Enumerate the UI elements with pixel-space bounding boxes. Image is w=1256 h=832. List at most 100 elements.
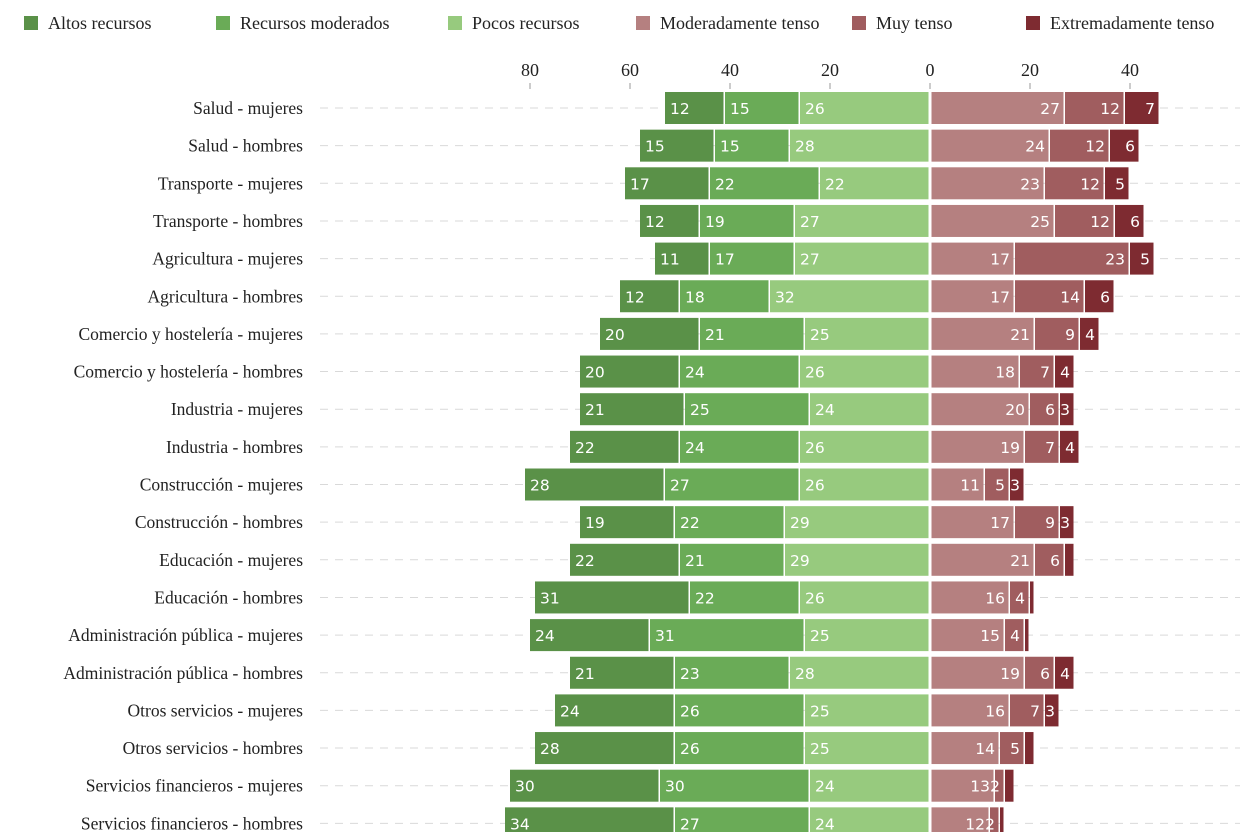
category-label: Industria - hombres: [166, 437, 303, 457]
bar-segment: [1055, 656, 1074, 689]
category-label: Salud - hombres: [188, 136, 303, 156]
bar-value-label: 12: [670, 100, 690, 118]
bar-value-label: 28: [795, 665, 815, 683]
bar-value-label: 25: [690, 401, 710, 419]
legend-label: Pocos recursos: [472, 12, 580, 33]
bar-segment: [600, 317, 699, 350]
category-label: Otros servicios - hombres: [123, 738, 304, 758]
bar-value-label: 22: [575, 552, 595, 570]
bar-segment: [530, 619, 649, 652]
bar-segment: [1055, 355, 1074, 388]
bar-value-label: 23: [680, 665, 700, 683]
bar-segment: [931, 468, 984, 501]
category-label: Servicios financieros - hombres: [81, 813, 303, 832]
bar-segment: [570, 543, 679, 576]
bar-segment: [675, 807, 809, 832]
bar-segment: [690, 581, 799, 614]
bar-segment: [660, 769, 809, 802]
bar-segment: [1015, 506, 1059, 539]
legend-item: Recursos moderados: [216, 11, 389, 35]
bar-segment: [655, 242, 709, 275]
bar-segment: [931, 92, 1064, 124]
bar-segment: [1010, 581, 1029, 614]
bar-value-label: 5: [1010, 740, 1020, 758]
bar-segment: [640, 204, 699, 237]
bar-value-label: 21: [575, 665, 595, 683]
bar-value-label: 4: [1065, 439, 1075, 457]
category-label: Industria - mujeres: [171, 399, 303, 419]
bar-value-label: 28: [540, 740, 560, 758]
bar-value-label: 22: [695, 589, 715, 607]
legend-label: Moderadamente tenso: [660, 12, 820, 33]
bar-value-label: 30: [515, 778, 535, 796]
bar-value-label: 24: [1025, 138, 1045, 156]
bar-value-label: 7: [1030, 702, 1040, 720]
category-label: Transporte - hombres: [153, 211, 303, 231]
bar-segment: [675, 506, 784, 539]
bar-segment: [1025, 656, 1054, 689]
bar-segment: [931, 694, 1009, 727]
bar-value-label: 26: [805, 477, 825, 495]
bar-segment: [931, 355, 1019, 388]
bar-value-label: 29: [790, 514, 810, 532]
legend-swatch: [448, 16, 462, 30]
bar-segment: [665, 468, 799, 501]
bar-value-label: 22: [680, 514, 700, 532]
bar-value-label: 30: [665, 778, 685, 796]
category-label: Agricultura - mujeres: [152, 249, 303, 269]
bar-value-label: 3: [1010, 477, 1020, 495]
bar-value-label: 24: [560, 702, 580, 720]
bar-segment: [680, 543, 784, 576]
bar-segment: [1000, 732, 1024, 765]
bar-segment: [1005, 619, 1024, 652]
x-tick-label: 20: [1021, 60, 1039, 80]
bar-value-label: 2: [985, 815, 995, 832]
bar-value-label: 26: [805, 364, 825, 382]
bar-segment: [995, 769, 1004, 802]
category-label: Otros servicios - mujeres: [128, 700, 304, 720]
bar-segment: [805, 619, 929, 652]
legend-swatch: [1026, 16, 1040, 30]
bar-value-label: 3: [1060, 514, 1070, 532]
bar-segment: [800, 92, 929, 124]
category-label: Salud - mujeres: [193, 98, 303, 118]
bar-value-label: 31: [655, 627, 675, 645]
bar-segment: [931, 543, 1034, 576]
bar-value-label: 13: [970, 778, 990, 796]
bar-value-label: 6: [1125, 138, 1135, 156]
bar-segment: [580, 506, 674, 539]
bar-segment: [1035, 543, 1064, 576]
x-tick-label: 60: [621, 60, 639, 80]
bar-value-label: 6: [1040, 665, 1050, 683]
bar-segment: [820, 167, 929, 200]
bar-segment: [640, 129, 714, 162]
bar-value-label: 20: [1005, 401, 1025, 419]
bar-value-label: 26: [680, 740, 700, 758]
bar-segment: [805, 317, 929, 350]
category-label: Construcción - hombres: [135, 512, 303, 532]
x-tick-label: 20: [821, 60, 839, 80]
bar-segment: [1060, 393, 1074, 426]
bar-value-label: 24: [685, 364, 705, 382]
bar-segment: [985, 468, 1009, 501]
bar-segment: [931, 167, 1044, 200]
category-label: Transporte - mujeres: [158, 173, 303, 193]
bar-value-label: 21: [1010, 326, 1030, 344]
category-label: Construcción - mujeres: [140, 475, 303, 495]
bar-value-label: 29: [790, 552, 810, 570]
legend-label: Recursos moderados: [240, 12, 390, 33]
bar-value-label: 15: [720, 138, 740, 156]
bar-value-label: 17: [715, 251, 735, 269]
bar-value-label: 28: [530, 477, 550, 495]
bar-segment: [805, 694, 929, 727]
bar-segment: [1025, 619, 1029, 652]
bar-segment: [1130, 242, 1154, 275]
bar-segment: [1125, 92, 1159, 124]
bar-value-label: 22: [715, 175, 735, 193]
bar-segment: [680, 280, 769, 313]
bar-value-label: 20: [605, 326, 625, 344]
bar-value-label: 28: [795, 138, 815, 156]
bar-segment: [785, 506, 929, 539]
bar-segment: [620, 280, 679, 313]
bar-segment: [800, 468, 929, 501]
